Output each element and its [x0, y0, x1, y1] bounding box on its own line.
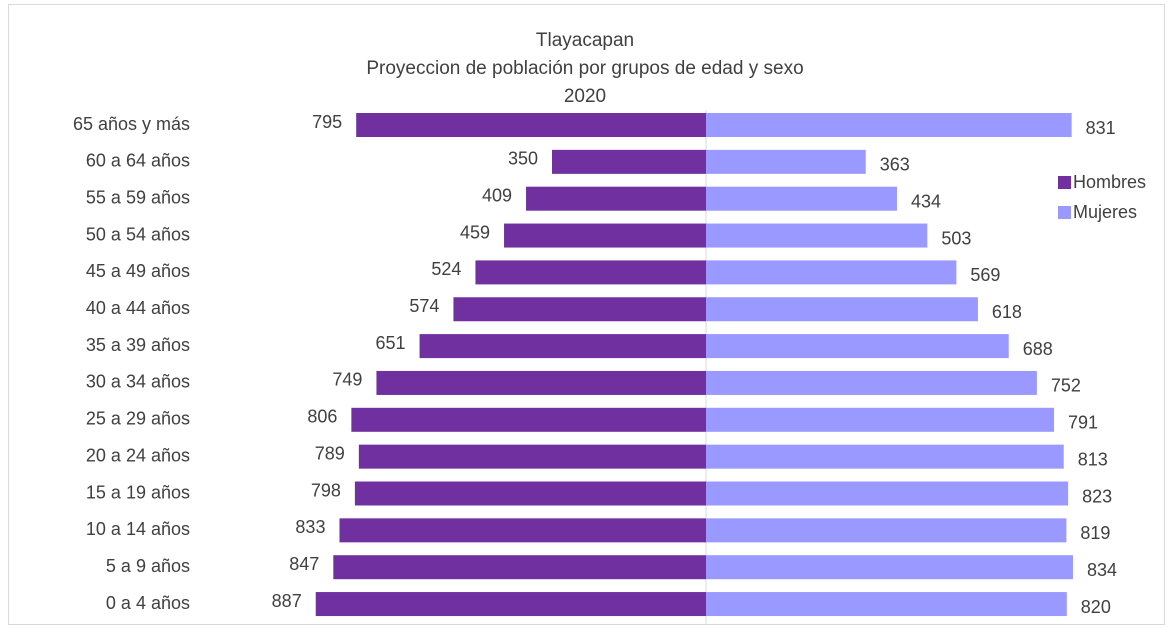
data-label: 752	[1051, 376, 1081, 396]
bar	[706, 481, 1069, 506]
y-tick-label: 0 a 4 años	[106, 593, 190, 613]
data-label: 813	[1078, 449, 1108, 469]
data-label: 833	[295, 517, 325, 537]
bar	[706, 149, 866, 174]
data-label: 574	[409, 296, 439, 316]
y-tick-label: 50 a 54 años	[86, 224, 190, 244]
bar	[453, 297, 706, 322]
bar	[706, 334, 1009, 359]
data-label: 524	[431, 259, 461, 279]
y-tick-label: 40 a 44 años	[86, 298, 190, 318]
data-label: 820	[1081, 597, 1111, 617]
bar	[333, 555, 706, 580]
data-label: 806	[307, 407, 337, 427]
bar	[354, 481, 706, 506]
data-label: 459	[460, 222, 490, 242]
bar	[351, 407, 706, 432]
y-tick-label: 20 a 24 años	[86, 445, 190, 465]
bar	[706, 186, 897, 211]
bar	[376, 370, 706, 395]
data-label: 795	[312, 112, 342, 132]
legend-label: Hombres	[1073, 172, 1146, 192]
bar	[552, 149, 706, 174]
data-label: 831	[1086, 118, 1116, 138]
bar	[419, 334, 706, 359]
y-tick-label: 45 a 49 años	[86, 261, 190, 281]
data-label: 363	[880, 155, 910, 175]
data-label: 887	[272, 591, 302, 611]
legend-label: Mujeres	[1073, 202, 1137, 222]
y-tick-label: 65 años y más	[73, 114, 190, 134]
y-tick-label: 55 a 59 años	[86, 187, 190, 207]
bar	[358, 444, 706, 469]
chart-title: Proyeccion de población por grupos de ed…	[366, 58, 803, 79]
y-tick-label: 30 a 34 años	[86, 372, 190, 392]
bar	[356, 113, 706, 137]
bar	[706, 592, 1067, 617]
bar	[706, 260, 957, 285]
y-tick-label: 60 a 64 años	[86, 151, 190, 171]
data-label: 409	[482, 185, 512, 205]
bar	[706, 407, 1055, 432]
y-tick-label: 25 a 29 años	[86, 409, 190, 429]
data-label: 569	[970, 265, 1000, 285]
bar	[475, 260, 706, 285]
data-label: 350	[508, 149, 538, 169]
data-label: 789	[315, 443, 345, 463]
y-tick-label: 35 a 39 años	[86, 335, 190, 355]
data-label: 834	[1087, 560, 1117, 580]
chart-title: 2020	[564, 86, 606, 107]
bar	[706, 223, 928, 248]
bar	[706, 113, 1072, 137]
bar	[706, 370, 1037, 395]
bar	[315, 592, 706, 617]
chart-title: Tlayacapan	[536, 30, 634, 51]
bar	[706, 555, 1073, 580]
data-label: 847	[289, 554, 319, 574]
legend-swatch	[1058, 206, 1071, 219]
data-label: 434	[911, 191, 941, 211]
y-tick-label: 10 a 14 años	[86, 519, 190, 539]
bar	[504, 223, 706, 248]
data-label: 749	[332, 370, 362, 390]
data-label: 503	[941, 228, 971, 248]
data-label: 798	[311, 480, 341, 500]
y-tick-label: 15 a 19 años	[86, 482, 190, 502]
bar	[706, 444, 1064, 469]
data-label: 618	[992, 302, 1022, 322]
y-tick-label: 5 a 9 años	[106, 556, 190, 576]
data-label: 823	[1082, 486, 1112, 506]
data-label: 688	[1023, 339, 1053, 359]
data-label: 651	[376, 333, 406, 353]
bar	[339, 518, 706, 543]
data-label: 819	[1080, 523, 1110, 543]
bar	[706, 518, 1067, 543]
data-label: 791	[1068, 413, 1098, 433]
legend-swatch	[1058, 176, 1071, 189]
bar	[706, 297, 978, 322]
bar	[526, 186, 706, 211]
